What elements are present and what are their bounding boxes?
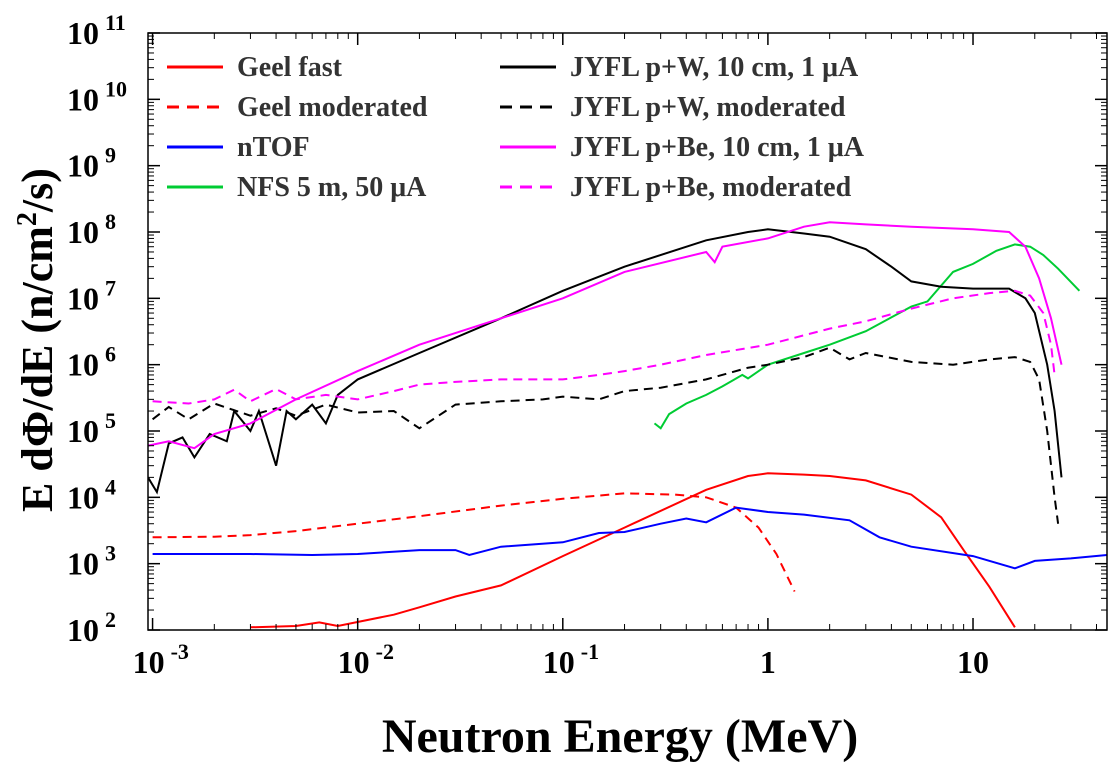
series-line-geel-fast (250, 472, 1016, 629)
ticks-layer: 10 2 10 3 10 4 10 5 10 6 10 7 10 8 10 9 10 10 10 11 10 -3 10 -2… (67, 10, 1107, 680)
series-line-nfs-5-m-50-a (653, 243, 1081, 430)
y-tick-label: 10 11 (67, 10, 126, 51)
legend-label-geel-moderated: Geel moderated (237, 92, 428, 123)
series-layer (148, 221, 1107, 629)
y-tick-label: 10 2 (67, 607, 116, 648)
x-tick-label: 10 -1 (543, 639, 599, 680)
series-line-jyfl-p-be-moderated (152, 289, 1056, 405)
legend-label-jyfl-p-w-10-cm-1-a: JYFL p+W, 10 cm, 1 μA (570, 52, 859, 83)
legend-label-jyfl-p-w-moderated: JYFL p+W, moderated (570, 92, 846, 123)
x-tick-label: 10 -3 (133, 639, 189, 680)
y-tick-label: 10 8 (67, 209, 116, 250)
y-tick-label: 10 6 (67, 342, 116, 383)
x-tick-label: 10 -2 (338, 639, 394, 680)
series-line-jyfl-p-w-10-cm-1-a (148, 228, 1063, 495)
series-line-jyfl-p-be-10-cm-1-a (148, 221, 1063, 450)
series-line-geel-moderated (152, 492, 796, 592)
y-tick-label: 10 7 (67, 275, 116, 316)
series-line-ntof (152, 506, 1107, 570)
y-axis-title: E dΦ/dE (n/cm2/s) (12, 168, 62, 512)
y-tick-label: 10 3 (67, 541, 116, 582)
legend-label-geel-fast: Geel fast (237, 52, 343, 83)
y-tick-label: 10 10 (67, 76, 127, 117)
legend-label-ntof: nTOF (237, 132, 310, 163)
y-tick-label: 10 5 (67, 408, 116, 449)
plot-frame (147, 32, 1108, 631)
legend-label-nfs-5-m-50-a: NFS 5 m, 50 μA (237, 172, 427, 203)
legend-label-jyfl-p-be-10-cm-1-a: JYFL p+Be, 10 cm, 1 μA (570, 132, 865, 163)
x-tick-label: 1 (760, 644, 776, 680)
legend: Geel fast Geel moderated nTOF NFS 5 m, 50 μ… (167, 52, 865, 203)
y-tick-label: 10 9 (67, 143, 116, 184)
y-tick-label: 10 4 (67, 474, 116, 515)
x-tick-label: 10 (957, 644, 989, 680)
legend-label-jyfl-p-be-moderated: JYFL p+Be, moderated (570, 172, 852, 203)
x-axis-title: Neutron Energy (MeV) (382, 710, 858, 763)
